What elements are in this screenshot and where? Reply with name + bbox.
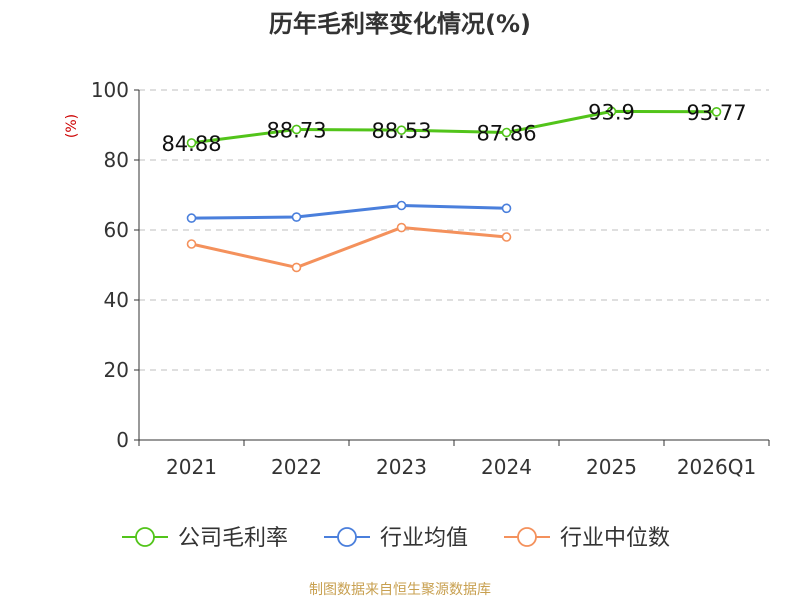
x-tick-label: 2023	[376, 455, 427, 479]
data-point	[396, 125, 407, 135]
data-point	[291, 124, 302, 135]
x-tick-label: 2024	[481, 455, 532, 479]
x-tick-label: 2026Q1	[677, 455, 756, 479]
y-tick-label: 100	[91, 78, 129, 102]
data-point	[711, 107, 722, 117]
source-note: 制图数据来自恒生聚源数据库	[309, 582, 491, 598]
grid-lines	[139, 89, 769, 371]
data-label: 93.9	[588, 100, 635, 124]
chart-title: 历年毛利率变化情况(%)	[269, 10, 531, 38]
legend-label: 行业中位数	[560, 526, 670, 551]
data-label: 88.73	[266, 118, 326, 142]
legend-marker	[135, 527, 155, 547]
data-label: 87.86	[476, 121, 536, 145]
legend-marker	[517, 527, 537, 547]
x-tick-label: 2021	[166, 455, 217, 479]
data-point	[291, 262, 302, 273]
y-tick-label: 80	[104, 148, 129, 172]
data-point	[186, 138, 197, 148]
data-point	[396, 200, 407, 211]
y-axis-label: (%)	[64, 114, 80, 138]
x-tick-label: 2022	[271, 455, 322, 479]
data-label: 88.53	[371, 119, 431, 143]
data-point	[501, 232, 512, 242]
data-point	[186, 239, 197, 249]
x-tick-label: 2025	[586, 455, 637, 479]
legend-label: 公司毛利率	[178, 526, 288, 551]
y-tick-label: 40	[104, 288, 129, 312]
data-point	[501, 203, 512, 214]
data-label: 93.77	[686, 101, 746, 125]
data-point	[501, 127, 512, 138]
series-layer	[186, 106, 722, 273]
legend: 公司毛利率 行业均值 行业中位数	[122, 526, 670, 551]
data-point	[186, 213, 197, 223]
series-line	[190, 109, 718, 145]
data-label: 84.88	[161, 132, 221, 156]
legend-marker	[337, 527, 357, 547]
series-line	[190, 226, 508, 269]
y-tick-label: 0	[116, 428, 129, 452]
legend-label: 行业均值	[380, 526, 468, 551]
series-line	[190, 204, 508, 220]
data-point	[606, 106, 617, 117]
data-point	[291, 212, 302, 222]
data-point	[396, 222, 407, 233]
data-labels: 84.88 88.73 88.53 87.86 93.9 93.77	[161, 100, 746, 156]
y-tick-label: 20	[104, 358, 129, 382]
y-tick-label: 60	[104, 218, 129, 242]
axes: 0 20 40 60 80 100 2021 2022 2023 2024 2025 2026Q1	[91, 78, 770, 479]
